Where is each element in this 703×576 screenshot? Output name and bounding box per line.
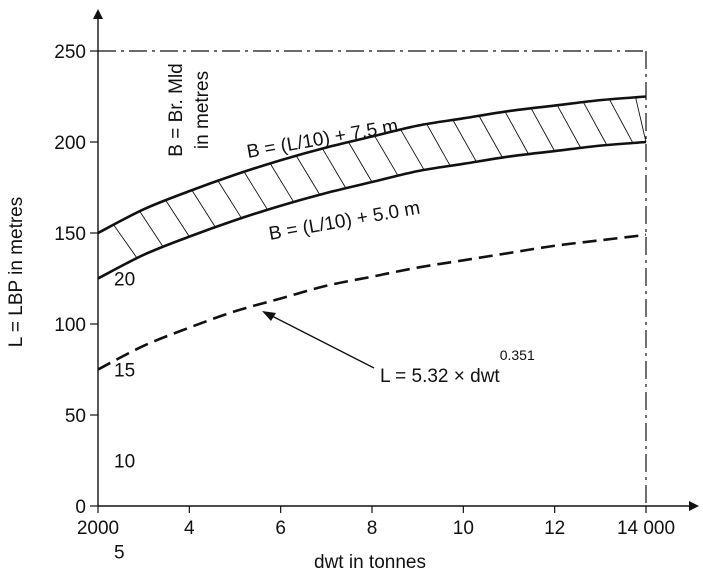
dashed-curve-label-exponent: 0.351 [500,347,535,363]
dashed-curve-label-base: L = 5.32 × dwt [380,366,500,387]
x-ticks: 2000 4 6 8 10 12 14 000 [77,506,675,539]
annotation-arrow [262,311,375,369]
breadth-tick-label: 15 [114,361,135,382]
hatch-line [139,211,164,248]
breadth-ticks: 5 10 15 20 [114,270,135,564]
dashed-curve-label: L = 5.32 × dwt0.351 [380,347,535,387]
hatch-line [113,224,138,259]
y-tick-label: 50 [65,406,86,427]
series-line-3 [97,233,647,371]
series-lines [97,95,647,371]
y-tick-label: 200 [54,133,86,154]
x-tick-label: 12 [544,518,565,539]
x-tick-label: 10 [453,518,474,539]
hatch-line [322,148,347,189]
annotation-arrowhead [262,311,276,321]
hatch-line [269,163,295,203]
reference-lines [98,50,647,506]
hatch-line [348,141,373,183]
x-tick-label: 8 [367,518,378,539]
hatch-line [582,101,608,146]
y-tick-label: 250 [54,42,86,63]
x-tick-label: 14 000 [617,518,675,539]
y-ticks: 0 50 100 150 200 250 [54,42,98,518]
y-tick-label: 150 [54,224,86,245]
hatch-line [478,115,503,158]
lower-curve-label: B = (L/10) + 5.0 m [267,198,421,245]
y-tick-label: 100 [54,315,86,336]
y-axis-title: L = LBP in metres [6,197,27,348]
hatch-line [243,171,269,211]
hatch-line [556,105,582,149]
hatch-line [635,97,647,143]
hatch-line [504,111,529,155]
y-axis-arrowhead [93,9,103,19]
breadth-tick-label: 20 [114,270,135,291]
breadth-tick-label: 5 [114,543,125,564]
breadth-axis-title-line1: B = Br. Mld [166,63,187,156]
axes [93,9,699,511]
hatch-line [165,200,190,237]
x-tick-label: 6 [275,518,286,539]
y-tick-label: 0 [75,497,86,518]
x-tick-label: 4 [184,518,195,539]
breadth-tick-label: 10 [114,452,135,473]
hatch-line [530,108,556,152]
hatched-band [113,97,647,259]
annotation-arrow-line [269,314,375,369]
x-axis-arrowhead [689,501,699,511]
hatch-line [374,135,399,177]
hatch-line [400,129,425,171]
hatch-line [217,180,242,219]
hatch-line [452,119,477,162]
hatch-line [426,123,451,167]
hatch-line [295,155,321,196]
hatch-line [191,189,216,228]
series-line-2 [97,140,647,280]
hatch-line [609,99,634,144]
series-line-1 [97,95,647,235]
x-axis-title: dwt in tonnes [314,552,426,573]
breadth-axis-title-line2: in metres [192,71,213,149]
x-tick-label: 2000 [77,518,119,539]
upper-curve-label: B = (L/10) + 7.5 m [245,116,399,163]
